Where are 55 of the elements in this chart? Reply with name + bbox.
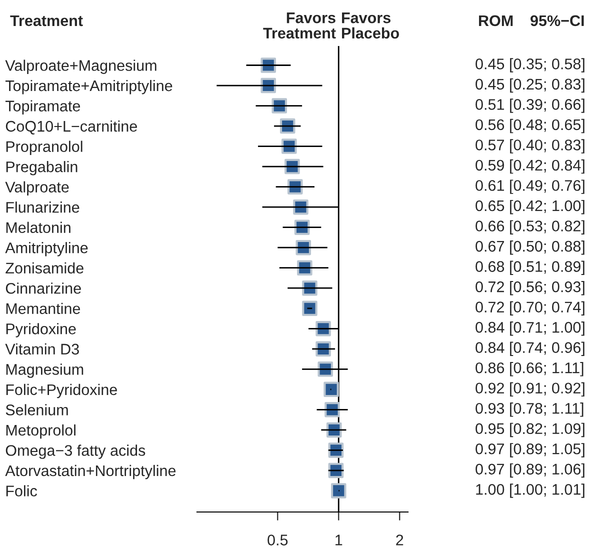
text: Treatment [10,15,83,26]
x-tick-label: 1 [336,534,342,546]
y-tick-label: Propranolol [6,140,82,155]
data-label: 0.65 [0.42; 1.00] [476,200,584,214]
data-label: 0.56 [0.48; 0.65] [476,118,584,134]
y-tick-label: Memantine [6,302,80,314]
data-label: 0.45 [0.25; 0.83] [476,78,584,93]
y-tick-label: Flunarizine [6,202,80,213]
data-label: 0.92 [0.91; 0.92] [476,382,584,397]
y-tick-label: Amitriptyline [5,242,88,256]
x-tick-label: 0.5 [268,534,288,546]
data-label: 1.00 [1.00; 1.01] [476,484,584,498]
y-tick-label: Valproate [5,181,69,196]
y-tick-label: Omega−3 fatty acids [6,444,146,459]
data-label: 0.72 [0.70; 0.74] [476,301,584,316]
y-tick-label: Folic [6,485,37,496]
y-tick-label: Metoprolol [6,424,76,439]
data-label: 0.51 [0.39; 0.66] [476,98,584,113]
data-label: 0.67 [0.50; 0.88] [476,240,584,255]
y-tick-label: CoQ10+L−carnitine [6,120,137,134]
y-tick-label: Cinnarizine [6,282,81,294]
y-tick-label: Valproate+Magnesium [5,60,156,74]
data-label: 0.68 [0.51; 0.89] [476,260,584,275]
data-label: 0.84 [0.74; 0.96] [476,342,584,356]
y-tick-label: Selenium [6,404,68,416]
x-tick-label: 2 [396,534,404,546]
data-label: 0.72 [0.56; 0.93] [476,280,584,296]
point [324,382,339,398]
data-label: 0.59 [0.42; 0.84] [476,159,584,174]
y-tick-label: Pregabalin [6,161,78,176]
data-label: 0.45 [0.35; 0.58] [476,58,584,72]
text: Favors Treatment [263,12,336,39]
y-tick-label: Atorvastatin+Nortriptyline [5,464,176,480]
data-label: 0.86 [0.66; 1.11] [476,362,584,376]
point [302,300,318,316]
data-label: 0.93 [0.78; 1.11] [476,402,584,417]
y-tick-label: Pyridoxine [6,323,76,338]
data-label: 0.61 [0.49; 0.76] [476,180,584,194]
y-tick-label: Topiramate [5,100,80,114]
data-label: 0.84 [0.71; 1.00] [476,322,584,336]
y-tick-label: Folic+Pyridoxine [6,384,117,398]
text: 95%−CI [530,15,584,26]
text: Favors Placebo [342,12,399,39]
y-tick-label: Vitamin D3 [5,343,79,355]
data-label: 0.97 [0.89; 1.05] [476,443,584,458]
y-tick-label: Melatonin [6,222,70,234]
y-tick-label: Topiramate+Amitriptyline [5,80,172,94]
text: ROM [479,15,513,26]
point [328,462,344,478]
y-tick-label: Zonisamide [6,262,84,274]
data-label: 0.66 [0.53; 0.82] [476,220,584,234]
y-tick-label: Magnesium [6,364,84,378]
data-label: 0.57 [0.40; 0.83] [476,139,584,154]
data-label: 0.95 [0.82; 1.09] [476,422,584,438]
data-label: 0.97 [0.89; 1.06] [476,463,584,478]
